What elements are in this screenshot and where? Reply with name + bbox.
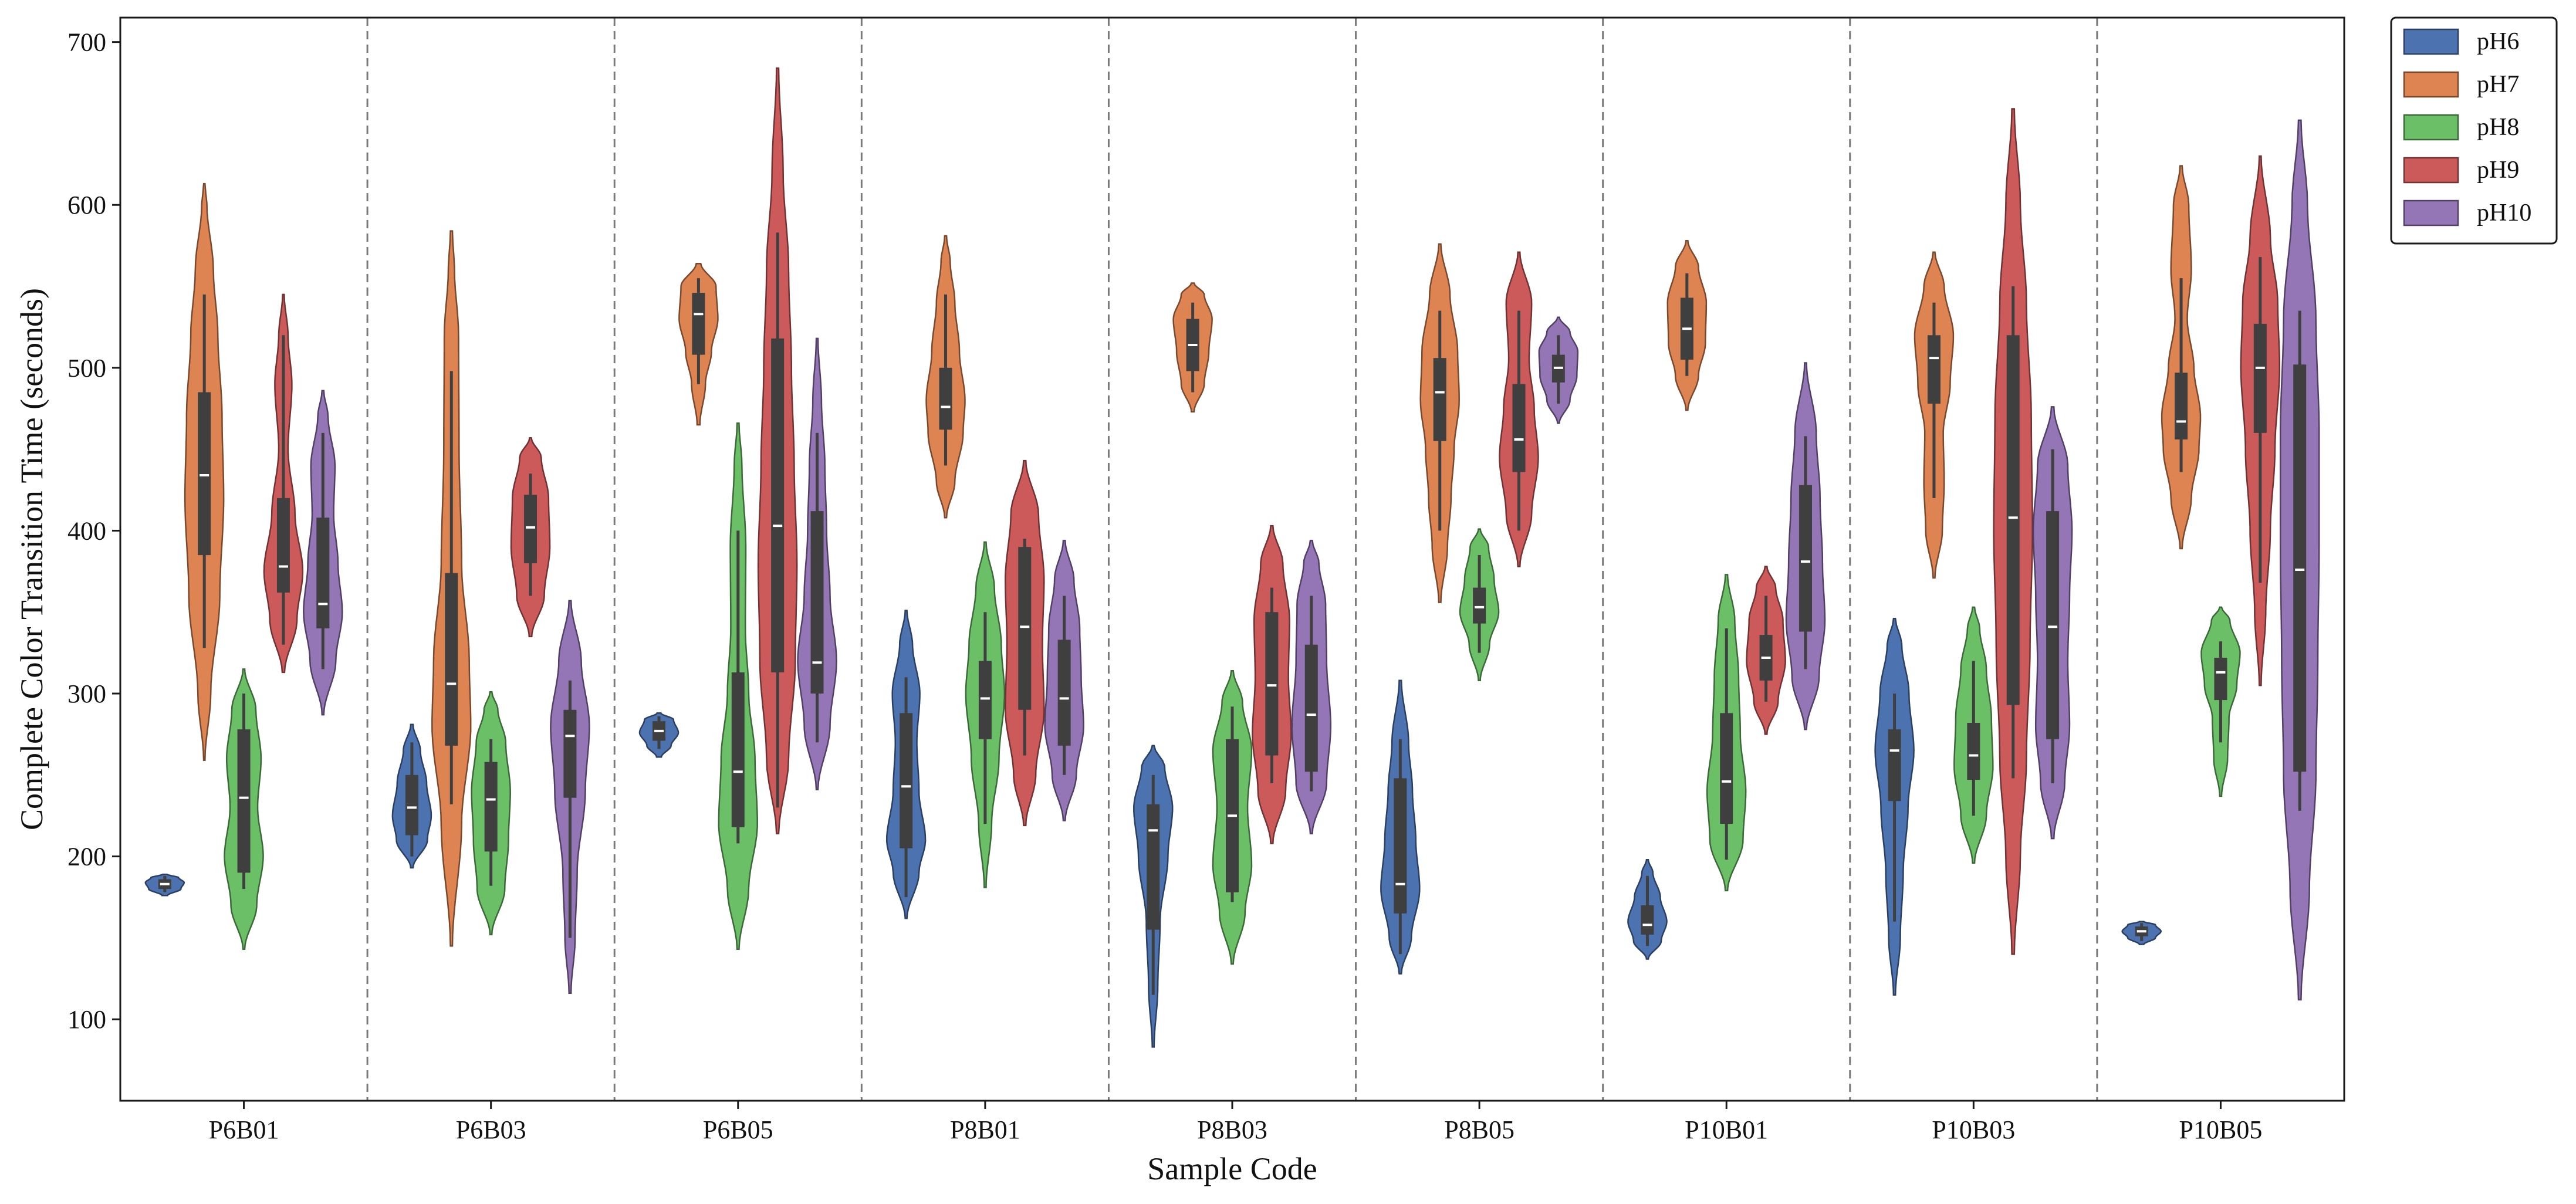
iqr-box-P8B05-pH7 xyxy=(1433,358,1446,441)
legend-label-pH9: pH9 xyxy=(2477,157,2519,184)
iqr-box-P10B01-pH8 xyxy=(1720,713,1733,824)
iqr-box-P8B01-pH8 xyxy=(978,661,992,739)
legend-swatch-pH8 xyxy=(2403,114,2459,141)
x-tick-label-P10B05: P10B05 xyxy=(2179,1115,2263,1144)
y-tick-label: 500 xyxy=(67,354,106,383)
legend-label-pH8: pH8 xyxy=(2477,114,2519,141)
iqr-box-P10B03-pH7 xyxy=(1927,335,1941,404)
legend-swatch-pH7 xyxy=(2403,71,2459,98)
iqr-box-P8B03-pH9 xyxy=(1265,612,1279,756)
iqr-box-P8B01-pH9 xyxy=(1018,547,1032,710)
y-tick-label: 200 xyxy=(67,843,106,871)
x-tick-label-P10B01: P10B01 xyxy=(1685,1115,1768,1144)
legend: pH6 pH7 pH8 pH9 pH10 xyxy=(2390,16,2558,245)
violin-group-P8B03 xyxy=(1133,282,1332,1048)
iqr-box-P10B05-pH10 xyxy=(2293,364,2307,772)
iqr-box-P6B05-pH9 xyxy=(771,338,785,672)
violin-group-P10B03 xyxy=(1874,108,2073,996)
iqr-box-P6B05-pH7 xyxy=(692,293,705,355)
iqr-box-P8B01-pH6 xyxy=(900,713,913,848)
iqr-box-P8B05-pH8 xyxy=(1473,587,1486,624)
iqr-box-P8B05-pH6 xyxy=(1394,778,1407,914)
iqr-box-P6B03-pH9 xyxy=(524,495,537,563)
iqr-box-P10B05-pH7 xyxy=(2175,373,2188,439)
iqr-box-P6B03-pH6 xyxy=(405,775,418,836)
x-axis-label: Sample Code xyxy=(1147,1151,1317,1186)
iqr-box-P10B03-pH10 xyxy=(2046,511,2060,739)
x-tick-label-P8B05: P8B05 xyxy=(1444,1115,1515,1144)
legend-label-pH7: pH7 xyxy=(2477,71,2519,98)
legend-label-pH6: pH6 xyxy=(2477,28,2519,55)
y-axis-label: Complete Color Transition Time (seconds) xyxy=(14,288,49,830)
iqr-box-P8B01-pH10 xyxy=(1057,640,1071,746)
iqr-box-P6B03-pH10 xyxy=(563,709,577,798)
y-tick-label: 100 xyxy=(67,1005,106,1034)
legend-label-pH10: pH10 xyxy=(2477,199,2531,226)
y-tick-label: 700 xyxy=(67,28,106,57)
violin-group-P6B01 xyxy=(144,182,343,951)
x-tick-label-P8B01: P8B01 xyxy=(950,1115,1020,1144)
legend-swatch-pH10 xyxy=(2403,199,2459,226)
iqr-box-P10B01-pH10 xyxy=(1799,485,1812,632)
legend-swatch-pH9 xyxy=(2403,157,2459,184)
iqr-box-P6B01-pH9 xyxy=(276,498,290,593)
iqr-box-P6B03-pH7 xyxy=(445,573,458,746)
iqr-box-P8B05-pH9 xyxy=(1512,384,1526,472)
iqr-box-P8B01-pH7 xyxy=(939,367,952,430)
x-tick-label-P8B03: P8B03 xyxy=(1197,1115,1267,1144)
iqr-box-P8B03-pH6 xyxy=(1147,804,1160,930)
x-tick-label-P6B05: P6B05 xyxy=(703,1115,773,1144)
y-tick-label: 300 xyxy=(67,679,106,708)
violin-group-P8B05 xyxy=(1380,243,1579,975)
y-tick-label: 600 xyxy=(67,191,106,219)
iqr-box-P6B05-pH8 xyxy=(731,672,745,827)
violin-group-P10B01 xyxy=(1627,240,1826,960)
violin-group-P10B05 xyxy=(2121,119,2320,1001)
iqr-box-P10B03-pH8 xyxy=(1967,722,1980,780)
iqr-box-P6B01-pH8 xyxy=(237,729,251,873)
iqr-box-P6B05-pH10 xyxy=(810,511,824,694)
x-tick-label-P6B01: P6B01 xyxy=(209,1115,279,1144)
iqr-box-P8B03-pH10 xyxy=(1304,644,1318,772)
x-tick-label-P10B03: P10B03 xyxy=(1932,1115,2015,1144)
y-tick-label: 400 xyxy=(67,516,106,545)
iqr-box-P6B01-pH7 xyxy=(198,392,211,556)
violin-group-P6B03 xyxy=(391,230,590,995)
iqr-box-P6B01-pH10 xyxy=(316,518,330,628)
x-tick-label-P6B03: P6B03 xyxy=(456,1115,526,1144)
violin-group-P6B05 xyxy=(638,67,837,951)
violin-group-P8B01 xyxy=(885,235,1084,919)
iqr-box-P10B05-pH9 xyxy=(2253,323,2267,433)
iqr-box-P10B05-pH8 xyxy=(2214,657,2227,701)
iqr-box-P6B03-pH8 xyxy=(484,762,498,852)
iqr-box-P10B01-pH6 xyxy=(1641,905,1654,935)
iqr-box-P10B03-pH9 xyxy=(2006,335,2020,705)
legend-swatch-pH6 xyxy=(2403,28,2459,55)
iqr-box-P10B03-pH6 xyxy=(1888,729,1901,801)
